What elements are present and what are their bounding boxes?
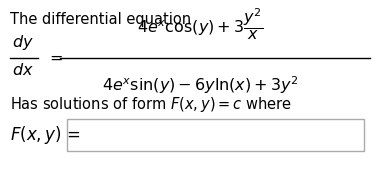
Text: $dx$: $dx$ — [12, 62, 34, 78]
Text: $=$: $=$ — [46, 50, 63, 64]
Text: $4e^x\cos(y) + 3\dfrac{y^2}{x}$: $4e^x\cos(y) + 3\dfrac{y^2}{x}$ — [137, 6, 263, 42]
Text: Has solutions of form $F(x, y) = c$ where: Has solutions of form $F(x, y) = c$ wher… — [10, 95, 292, 114]
Text: $dy$: $dy$ — [12, 33, 34, 52]
Text: $4e^x\sin(y) - 6y\ln(x) + 3y^2$: $4e^x\sin(y) - 6y\ln(x) + 3y^2$ — [102, 74, 298, 96]
Text: $F(x, y)$ =: $F(x, y)$ = — [10, 124, 80, 146]
FancyBboxPatch shape — [67, 119, 364, 151]
Text: The differential equation: The differential equation — [10, 12, 191, 27]
